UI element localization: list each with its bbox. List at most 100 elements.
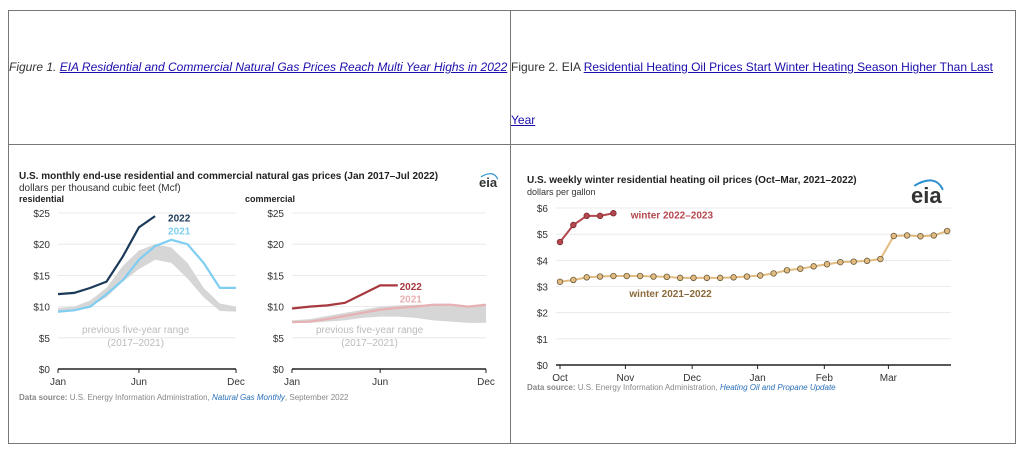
data-point: [596, 273, 604, 280]
caption-1: Figure 1. EIA Residential and Commercial…: [9, 11, 510, 144]
source-suffix: , September 2022: [285, 393, 349, 402]
y-tick-label: $15: [33, 271, 50, 282]
data-point: [596, 212, 604, 220]
data-point: [863, 257, 871, 265]
series-line-2022: [291, 284, 398, 310]
data-point: [663, 273, 670, 281]
five-year-range-area: [292, 304, 486, 323]
y-tick-label: $0: [273, 365, 285, 376]
chart1-subtitle: dollars per thousand cubic feet (Mcf): [19, 183, 181, 194]
x-tick-label: Mar: [880, 373, 898, 384]
y-tick-label: $6: [537, 204, 549, 215]
data-point: [556, 238, 564, 246]
data-point: [757, 272, 764, 279]
x-tick-label: Feb: [816, 373, 834, 384]
y-tick-label: $20: [267, 240, 284, 251]
series-line-2021: [57, 238, 236, 313]
chart1-source: Data source: U.S. Energy Information Adm…: [19, 393, 349, 402]
chart2-logo-icon: eia: [911, 183, 942, 208]
series-label-2022: 2022: [400, 282, 423, 293]
series-line-2022: [57, 215, 156, 296]
series-line-2021: [291, 303, 487, 324]
data-point: [676, 274, 684, 282]
y-tick-label: $1: [537, 335, 549, 346]
data-point: [716, 274, 724, 282]
range-label: previous five-year range: [82, 325, 190, 336]
data-point: [890, 232, 897, 240]
data-point: [583, 212, 590, 220]
chart1-logo-swoosh-icon: [480, 173, 499, 180]
five-year-range-area: [58, 244, 236, 313]
figure-table: Figure 1. EIA Residential and Commercial…: [8, 10, 1016, 444]
data-point: [570, 276, 577, 284]
x-tick-label: Jan: [750, 373, 766, 384]
y-tick-label: $4: [537, 256, 549, 267]
y-tick-label: $0: [537, 361, 549, 372]
data-point: [823, 261, 831, 268]
y-tick-label: $5: [39, 334, 51, 345]
y-tick-label: $10: [267, 303, 284, 314]
data-point: [743, 273, 751, 280]
data-point: [877, 255, 884, 263]
chart1-title: U.S. monthly end-use residential and com…: [19, 171, 438, 182]
chart2-title: U.S. weekly winter residential heating o…: [527, 175, 857, 186]
data-point: [556, 278, 564, 285]
y-tick-label: $10: [33, 303, 50, 314]
y-tick-label: $20: [33, 240, 50, 251]
y-tick-label: $25: [267, 209, 284, 220]
chart1-logo-icon: eia: [479, 175, 498, 190]
panel-label-commercial: commercial: [245, 194, 295, 204]
x-tick-label: Oct: [552, 373, 568, 384]
y-tick-label: $5: [537, 230, 549, 241]
data-point: [783, 267, 791, 274]
chart2-subtitle: dollars per gallon: [527, 187, 596, 197]
chart-cell-1: U.S. monthly end-use residential and com…: [8, 144, 511, 444]
chart2-source: Data source: U.S. Energy Information Adm…: [527, 383, 836, 392]
y-tick-label: $0: [39, 365, 51, 376]
series-label-2021: 2021: [400, 294, 423, 305]
chart-cell-2: U.S. weekly winter residential heating o…: [510, 144, 1016, 444]
range-label: previous five-year range: [316, 325, 424, 336]
source-prefix: Data source:: [527, 383, 575, 392]
data-point: [583, 274, 590, 281]
data-point: [770, 270, 777, 277]
caption-1-link[interactable]: EIA Residential and Commercial Natural G…: [59, 60, 508, 74]
data-point: [610, 272, 617, 280]
x-tick-label: Jan: [50, 377, 66, 388]
x-tick-label: Nov: [617, 373, 635, 384]
series-label-2021: 2021: [168, 226, 191, 237]
data-point: [850, 258, 857, 265]
data-point: [636, 272, 644, 280]
source-text: U.S. Energy Information Administration,: [575, 383, 720, 392]
y-tick-label: $5: [273, 334, 285, 345]
range-label-years: (2017–2021): [341, 338, 398, 349]
caption-cell-1: Figure 1. EIA Residential and Commercial…: [8, 10, 511, 145]
data-point: [903, 232, 911, 239]
caption-2-prefix: Figure 2. EIA: [511, 60, 584, 74]
y-tick-label: $2: [537, 309, 549, 320]
data-point: [943, 227, 951, 235]
series-label-winter-2021-2022: winter 2021–2022: [628, 289, 712, 300]
source-prefix: Data source:: [19, 393, 67, 402]
y-tick-label: $15: [267, 271, 284, 282]
series-label-winter-2022-2023: winter 2022–2023: [630, 210, 714, 221]
data-point: [810, 263, 817, 270]
caption-1-prefix: Figure 1.: [9, 60, 60, 74]
data-point: [610, 210, 617, 217]
source-link[interactable]: Natural Gas Monthly: [212, 393, 286, 402]
heating-oil-chart: U.S. weekly winter residential heating o…: [527, 175, 951, 392]
source-link[interactable]: Heating Oil and Propane Update: [720, 383, 836, 392]
caption-2: Figure 2. EIA Residential Heating Oil Pr…: [511, 11, 1015, 144]
x-tick-label: Jun: [372, 377, 388, 388]
panel-label-residential: residential: [19, 194, 64, 204]
x-tick-label: Jun: [131, 377, 147, 388]
data-point: [690, 274, 697, 282]
caption-2-link[interactable]: Residential Heating Oil Prices Start Win…: [511, 60, 994, 127]
range-label-years: (2017–2021): [107, 338, 164, 349]
series-label-2022: 2022: [168, 213, 191, 224]
data-point: [797, 265, 804, 272]
data-point: [730, 274, 737, 281]
data-point: [703, 274, 711, 282]
series-line-winter-2021-2022: [559, 230, 948, 283]
data-point: [650, 273, 657, 280]
